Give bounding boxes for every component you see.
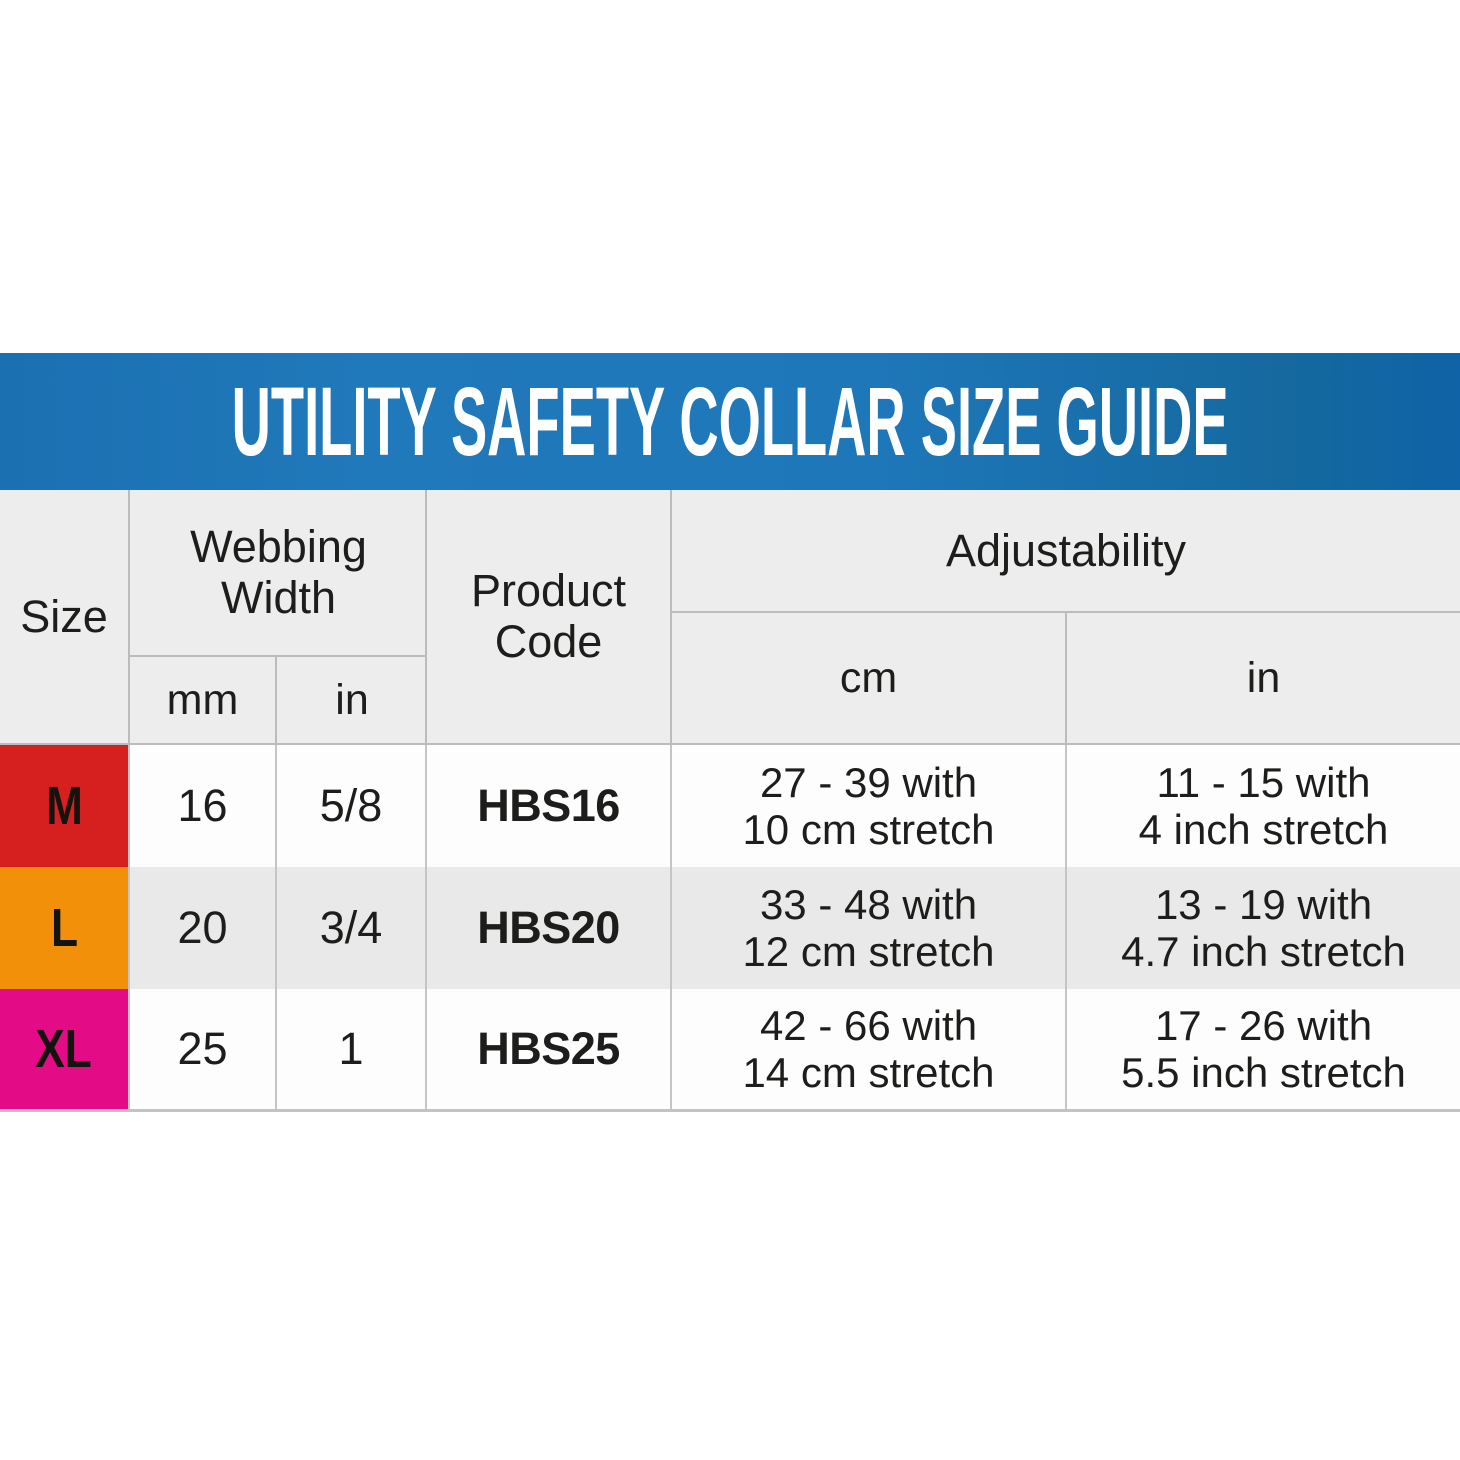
title-banner: UTILITY SAFETY COLLAR SIZE GUIDE — [0, 353, 1460, 490]
column-group-webbing-width: Webbing Width mm in — [130, 490, 427, 743]
webbing-mm-value: 16 — [130, 745, 277, 867]
column-header-webbing-in: in — [335, 675, 369, 724]
webbing-in-value: 1 — [277, 989, 427, 1109]
adjustability-in-line2: 4 inch stretch — [1138, 806, 1389, 853]
adjustability-cm-value: 33 - 48 with 12 cm stretch — [672, 867, 1067, 989]
column-header-webbing-mm: mm — [130, 657, 277, 743]
column-group-adjustability: Adjustability cm in — [672, 490, 1460, 743]
adjustability-in-value: 11 - 15 with 4 inch stretch — [1067, 745, 1460, 867]
adjustability-cm-line2: 14 cm stretch — [742, 1049, 995, 1096]
size-badge-l: L — [0, 867, 130, 989]
adjustability-cm-line2: 12 cm stretch — [742, 928, 995, 975]
product-code-value: HBS20 — [427, 867, 672, 989]
column-header-adjustability-in: in — [1246, 653, 1281, 702]
adjustability-in-line2: 4.7 inch stretch — [1121, 928, 1406, 975]
column-header-size: Size — [0, 490, 130, 743]
adjustability-cm-line1: 27 - 39 with — [759, 758, 978, 806]
adjustability-in-line2: 5.5 inch stretch — [1121, 1049, 1406, 1096]
adjustability-in-line1: 13 - 19 with — [1154, 880, 1373, 928]
webbing-in-value: 3/4 — [277, 867, 427, 989]
webbing-mm-value: 20 — [130, 867, 277, 989]
table-row-l: L 20 3/4 HBS20 33 - 48 with 12 cm stretc… — [0, 867, 1460, 989]
table-header: Size Webbing Width mm in Product Code Ad… — [0, 490, 1460, 745]
size-label: XL — [35, 1019, 93, 1079]
product-code-label: Product Code — [470, 565, 627, 667]
webbing-width-label: Webbing Width — [190, 521, 367, 623]
column-header-adjustability-cm: cm — [672, 613, 1067, 743]
adjustability-in-line1: 17 - 26 with — [1154, 1001, 1373, 1049]
webbing-mm-value: 25 — [130, 989, 277, 1109]
size-badge-xl: XL — [0, 989, 130, 1109]
adjustability-cm-line1: 33 - 48 with — [759, 880, 978, 928]
product-code-value: HBS16 — [427, 745, 672, 867]
size-label: M — [45, 776, 83, 836]
adjustability-cm-value: 42 - 66 with 14 cm stretch — [672, 989, 1067, 1109]
adjustability-cm-line1: 42 - 66 with — [759, 1001, 978, 1049]
adjustability-in-value: 17 - 26 with 5.5 inch stretch — [1067, 989, 1460, 1109]
adjustability-cm-line2: 10 cm stretch — [742, 806, 995, 853]
column-header-product-code: Product Code — [427, 490, 672, 743]
size-guide-table: Size Webbing Width mm in Product Code Ad… — [0, 490, 1460, 1112]
adjustability-cm-value: 27 - 39 with 10 cm stretch — [672, 745, 1067, 867]
column-header-adjustability: Adjustability — [672, 490, 1460, 613]
page-title: UTILITY SAFETY COLLAR SIZE GUIDE — [231, 367, 1229, 476]
adjustability-in-value: 13 - 19 with 4.7 inch stretch — [1067, 867, 1460, 989]
product-code-value: HBS25 — [427, 989, 672, 1109]
size-label: L — [50, 898, 78, 958]
table-row-xl: XL 25 1 HBS25 42 - 66 with 14 cm stretch… — [0, 989, 1460, 1109]
column-header-webbing-width: Webbing Width — [130, 490, 427, 657]
size-badge-m: M — [0, 745, 130, 867]
table-row-m: M 16 5/8 HBS16 27 - 39 with 10 cm stretc… — [0, 745, 1460, 867]
adjustability-in-line1: 11 - 15 with — [1156, 758, 1371, 806]
webbing-in-value: 5/8 — [277, 745, 427, 867]
